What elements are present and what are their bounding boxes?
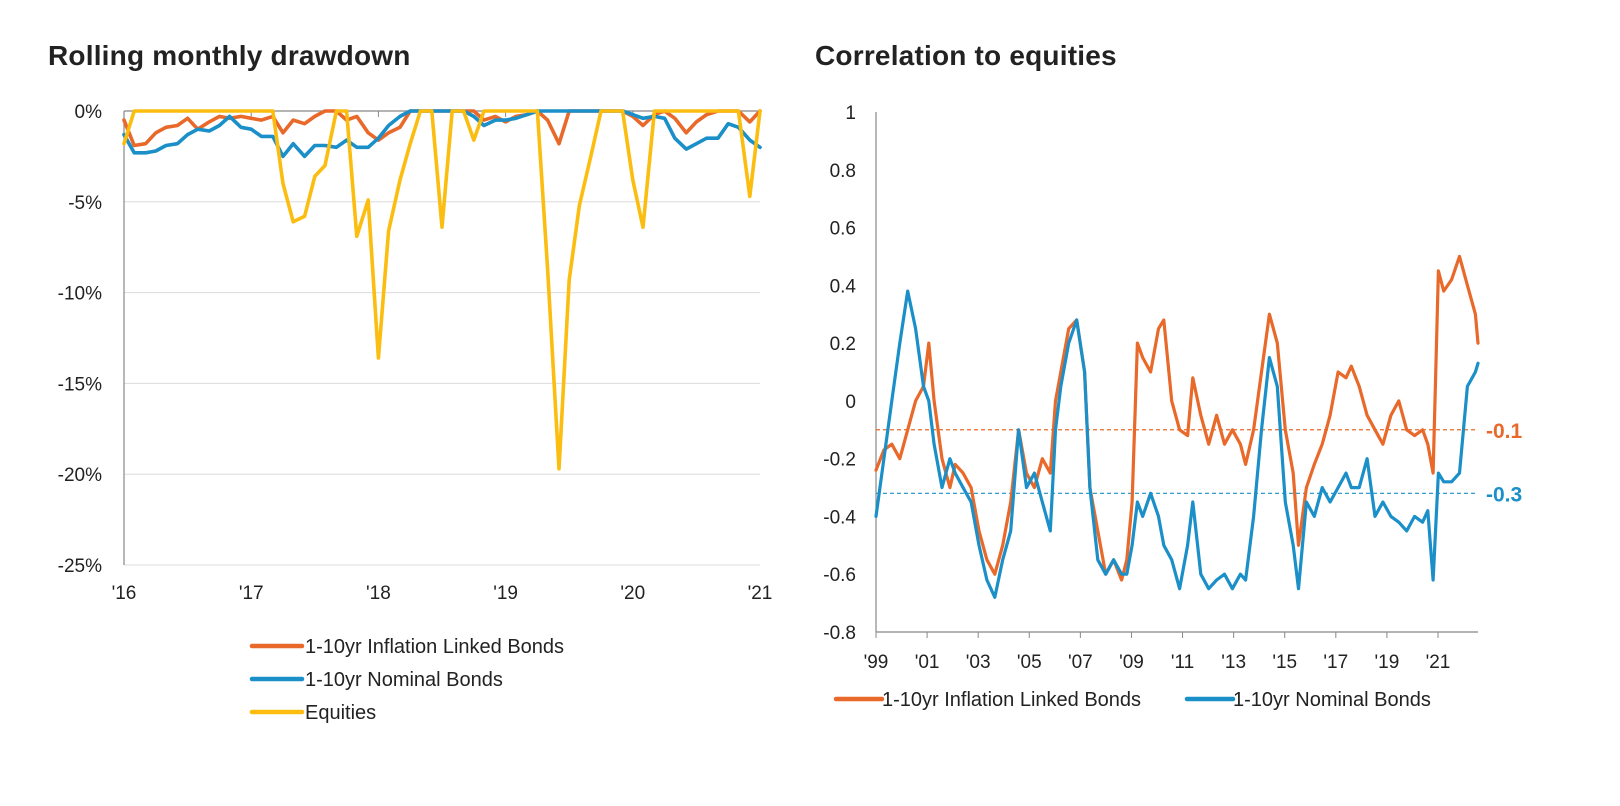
correlation-y-tick-label: 0.6: [830, 219, 856, 240]
correlation-y-tick-label: -0.8: [823, 623, 856, 644]
drawdown-x-tick-label: '17: [239, 583, 264, 604]
drawdown-y-tick-label: -15%: [58, 374, 102, 395]
correlation-x-tick-label: '99: [864, 652, 889, 673]
correlation-x-tick-label: '21: [1426, 652, 1451, 673]
drawdown-y-tick-label: -25%: [58, 556, 102, 577]
drawdown-chart-title: Rolling monthly drawdown: [48, 40, 411, 71]
correlation-x-tick-label: '19: [1375, 652, 1400, 673]
drawdown-x-tick-label: '18: [366, 583, 391, 604]
correlation-x-tick-label: '07: [1068, 652, 1093, 673]
correlation-chart-title: Correlation to equities: [815, 40, 1117, 71]
drawdown-legend-label: 1-10yr Nominal Bonds: [305, 669, 503, 691]
correlation-y-tick-label: 0.8: [830, 161, 856, 182]
correlation-reference-label: -0.1: [1486, 420, 1523, 443]
drawdown-y-tick-label: -20%: [58, 465, 102, 486]
drawdown-legend-label: Equities: [305, 702, 376, 724]
correlation-legend-label: 1-10yr Nominal Bonds: [1233, 689, 1431, 711]
drawdown-y-tick-label: 0%: [75, 102, 103, 123]
correlation-y-tick-label: -0.4: [823, 507, 856, 528]
drawdown-series-line: [122, 109, 762, 471]
drawdown-series-line: [122, 109, 762, 148]
drawdown-x-tick-label: '19: [493, 583, 518, 604]
correlation-y-tick-label: 0.4: [830, 276, 857, 297]
drawdown-x-tick-label: '16: [112, 583, 137, 604]
correlation-x-tick-label: '03: [966, 652, 991, 673]
correlation-legend-label: 1-10yr Inflation Linked Bonds: [882, 689, 1141, 711]
correlation-y-tick-label: 0.2: [830, 334, 856, 355]
drawdown-y-tick-label: -5%: [68, 193, 102, 214]
correlation-x-tick-label: '01: [915, 652, 940, 673]
correlation-y-tick-label: -0.6: [823, 565, 856, 586]
correlation-x-tick-label: '11: [1171, 652, 1194, 673]
correlation-series-line: [874, 289, 1480, 599]
correlation-reference-label: -0.3: [1486, 483, 1522, 506]
correlation-y-tick-label: 0: [845, 392, 856, 413]
correlation-x-tick-label: '15: [1272, 652, 1297, 673]
drawdown-legend-label: 1-10yr Inflation Linked Bonds: [305, 636, 564, 658]
correlation-x-tick-label: '17: [1323, 652, 1348, 673]
correlation-series-line: [874, 254, 1480, 582]
drawdown-y-tick-label: -10%: [58, 284, 102, 305]
correlation-x-tick-label: '13: [1221, 652, 1246, 673]
correlation-x-tick-label: '05: [1017, 652, 1042, 673]
drawdown-x-tick-label: '20: [620, 583, 645, 604]
drawdown-x-tick-label: '21: [748, 583, 773, 604]
correlation-y-tick-label: 1: [845, 103, 856, 124]
correlation-y-tick-label: -0.2: [823, 450, 856, 471]
correlation-x-tick-label: '09: [1119, 652, 1144, 673]
